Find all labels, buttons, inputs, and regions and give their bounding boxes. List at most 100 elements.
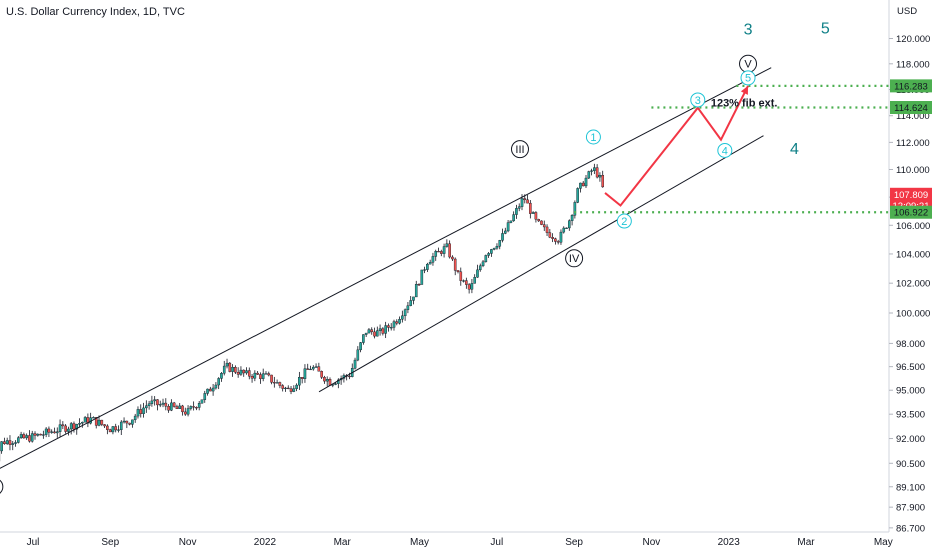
candle	[270, 374, 273, 385]
y-tick-label: 112.000	[896, 138, 930, 149]
candle	[434, 249, 438, 261]
candle	[278, 381, 282, 389]
candle	[128, 422, 131, 426]
y-tick-label: 114.000	[896, 111, 930, 122]
candle	[119, 420, 123, 436]
candle	[228, 361, 232, 373]
wave-labels: IIIIIIVV12345354	[0, 20, 830, 494]
projection-line[interactable]	[604, 85, 749, 207]
candle	[378, 324, 382, 336]
candle	[295, 383, 298, 392]
candle	[145, 400, 148, 413]
wave-label-large: 3	[744, 21, 753, 38]
candle	[565, 227, 568, 229]
candle	[36, 433, 40, 437]
y-tick-label: 86.700	[896, 523, 925, 534]
candle	[381, 327, 385, 336]
candle	[273, 376, 276, 388]
candle	[509, 220, 513, 224]
candle	[3, 437, 6, 445]
candle	[362, 334, 365, 345]
candle	[470, 279, 474, 294]
candle	[554, 237, 557, 245]
candle	[492, 247, 496, 251]
candle	[78, 418, 81, 428]
candle	[39, 433, 42, 436]
candle	[542, 220, 546, 231]
time-axis[interactable]: Jul Sep Nov 2022 Mar May Jul Sep Nov 2023 Mar May	[27, 537, 893, 548]
channel-lines[interactable]	[0, 67, 772, 474]
wave-label-large: 5	[821, 20, 830, 37]
candle	[92, 416, 95, 419]
candle	[323, 375, 326, 384]
candle	[164, 398, 168, 411]
candle	[261, 368, 265, 382]
candle	[281, 384, 284, 392]
channel-line[interactable]	[318, 135, 764, 393]
candle	[570, 214, 574, 226]
candle	[161, 398, 165, 408]
candle	[122, 417, 126, 424]
x-tick-label: 2022	[254, 537, 277, 548]
candle	[401, 310, 404, 323]
candle	[311, 365, 315, 371]
y-tick-label: 110.000	[896, 165, 930, 176]
candle	[551, 233, 554, 243]
candle	[473, 274, 476, 284]
candle	[476, 264, 479, 278]
x-tick-label: Jul	[27, 537, 40, 548]
candle	[437, 247, 440, 253]
candle	[175, 404, 179, 409]
candle	[504, 227, 507, 235]
candle	[25, 433, 28, 440]
level-label: 107.809	[894, 190, 928, 201]
candle	[484, 254, 488, 263]
candle	[495, 243, 499, 250]
candle	[50, 429, 54, 434]
candle	[75, 423, 79, 435]
wave-label-minor: 2	[616, 213, 632, 229]
candle	[275, 379, 279, 384]
candle	[69, 422, 73, 435]
candle	[359, 341, 362, 353]
y-tick-label: 100.000	[896, 309, 930, 320]
candle	[498, 239, 502, 250]
candle	[153, 396, 156, 406]
candle	[515, 204, 518, 219]
candle	[325, 376, 329, 387]
candle	[601, 170, 605, 188]
projection-path[interactable]	[604, 85, 749, 207]
x-tick-label: Mar	[334, 537, 352, 548]
candle	[203, 390, 207, 403]
candle	[239, 366, 243, 376]
candle	[598, 172, 602, 182]
candle	[462, 279, 465, 283]
y-tick-label: 89.100	[896, 482, 925, 493]
candle	[298, 371, 301, 390]
svg-text:3: 3	[695, 95, 701, 107]
candle	[14, 440, 17, 447]
candle	[442, 243, 446, 258]
y-tick-label: 95.000	[896, 386, 925, 397]
candle	[314, 363, 318, 368]
candle	[373, 327, 376, 339]
level-label: 116.283	[894, 81, 928, 92]
wave-label-minor: 5	[740, 70, 756, 86]
svg-text:5: 5	[745, 73, 751, 85]
candle	[136, 406, 140, 419]
candle	[595, 164, 599, 179]
candle	[579, 182, 582, 193]
candle	[106, 424, 109, 435]
candle	[398, 316, 401, 325]
candle-series[interactable]	[0, 163, 605, 475]
svg-text:1: 1	[590, 132, 596, 144]
candle	[172, 401, 176, 408]
level-label: 114.624	[894, 103, 928, 114]
candle	[456, 270, 460, 274]
channel-line[interactable]	[0, 67, 772, 474]
candle	[209, 386, 212, 392]
candle	[576, 187, 579, 204]
candle	[506, 220, 510, 233]
